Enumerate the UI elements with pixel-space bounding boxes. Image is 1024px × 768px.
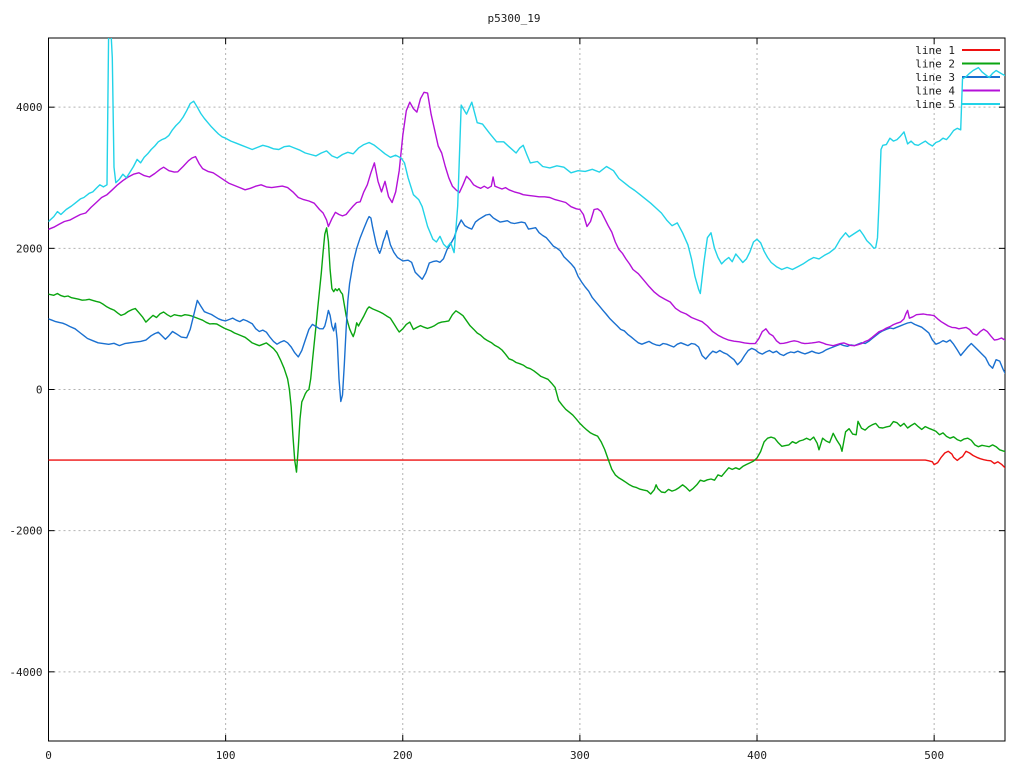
y-tick-label: 2000 (16, 242, 43, 255)
y-tick-label: -4000 (9, 666, 42, 679)
series-line-5 (48, 38, 1005, 295)
series-lines (48, 38, 1005, 495)
legend-label-line-2: line 2 (915, 58, 955, 71)
y-tick-label: 4000 (16, 101, 43, 114)
series-line-1 (48, 450, 1005, 469)
legend-label-line-4: line 4 (915, 85, 955, 98)
legend-label-line-3: line 3 (915, 71, 955, 84)
series-line-2 (48, 227, 1005, 495)
x-tick-label: 300 (570, 749, 590, 762)
x-tick-label: 400 (747, 749, 767, 762)
axis-ticks: -4000 -2000 0 2000 4000 0 100 200 300 400 500 (9, 38, 1005, 762)
x-tick-label: 200 (393, 749, 413, 762)
legend-label-line-5: line 5 (915, 98, 955, 111)
y-tick-label: -2000 (9, 525, 42, 538)
x-tick-label: 100 (216, 749, 236, 762)
series-line-3 (48, 213, 1005, 403)
series-line-4 (48, 91, 1005, 347)
gridlines (48, 38, 1005, 741)
chart-title: p5300_19 (488, 12, 541, 25)
legend-label-line-1: line 1 (915, 44, 955, 57)
y-tick-label: 0 (36, 384, 43, 397)
plot-border (48, 37, 1006, 742)
legend: line 1 line 2 line 3 line 4 line 5 (915, 44, 1000, 111)
x-tick-label: 0 (45, 749, 52, 762)
x-tick-label: 500 (924, 749, 944, 762)
